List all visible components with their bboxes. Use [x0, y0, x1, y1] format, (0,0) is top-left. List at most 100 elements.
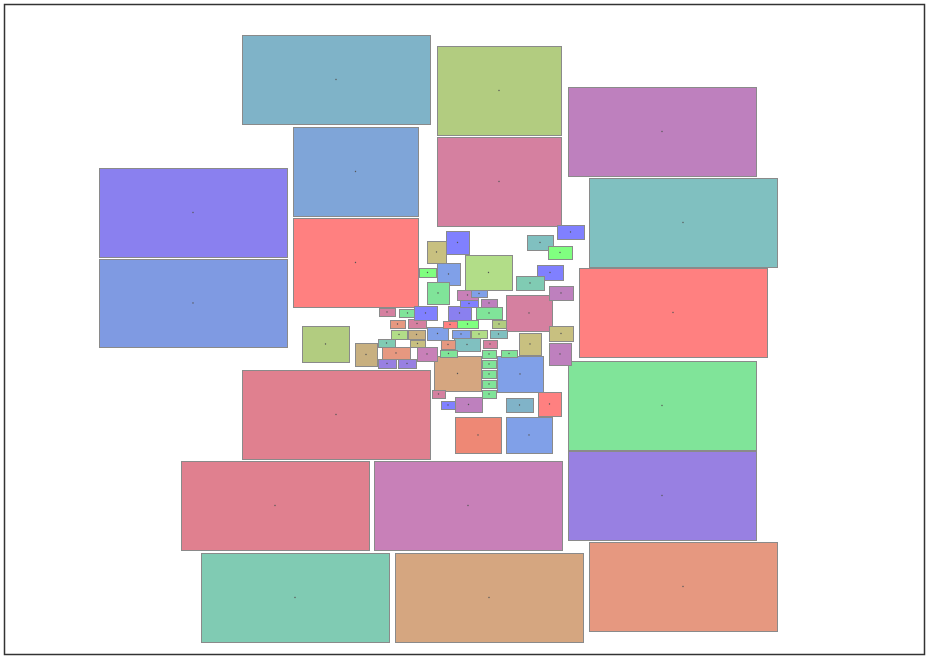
center-dot	[497, 333, 500, 335]
center-dot	[539, 241, 541, 244]
center-dot	[456, 372, 459, 375]
center-dot	[661, 130, 663, 133]
packed-rect	[482, 350, 497, 359]
center-dot	[559, 353, 561, 355]
center-dot	[529, 282, 531, 284]
center-dot	[456, 241, 459, 244]
center-dot	[488, 353, 490, 355]
packed-rect	[391, 330, 408, 340]
packed-rect	[549, 343, 572, 366]
packed-rect	[492, 320, 507, 329]
packed-rect	[460, 300, 479, 308]
packed-rect	[414, 306, 438, 321]
packed-rect	[497, 356, 544, 393]
center-dot	[406, 362, 408, 365]
packed-rect	[527, 235, 554, 251]
packed-rect	[452, 330, 471, 339]
packed-rect	[457, 320, 479, 329]
center-dot	[192, 302, 194, 304]
center-dot	[661, 494, 663, 497]
center-dot	[396, 323, 399, 325]
center-dot	[458, 312, 461, 314]
center-dot	[335, 413, 337, 416]
center-dot	[447, 343, 449, 346]
center-dot	[466, 343, 468, 346]
packed-rect	[454, 338, 481, 352]
packed-rect	[448, 306, 472, 321]
center-dot	[508, 352, 510, 355]
center-dot	[528, 312, 530, 314]
packed-rect	[506, 417, 553, 454]
center-dot	[466, 323, 469, 325]
center-dot	[398, 333, 400, 336]
center-dot	[406, 312, 409, 314]
center-dot	[488, 312, 490, 314]
center-dot	[436, 332, 439, 335]
packed-rect	[374, 461, 563, 551]
center-dot	[386, 362, 388, 365]
center-dot	[192, 211, 194, 214]
center-dot	[682, 221, 684, 224]
center-dot	[395, 352, 397, 354]
packed-rect	[516, 276, 545, 291]
packed-rect	[440, 350, 458, 358]
packed-rect	[437, 137, 562, 227]
packed-rect	[589, 542, 778, 632]
packed-rect	[379, 308, 396, 317]
packed-rect	[437, 46, 562, 136]
packed-rect	[293, 218, 419, 308]
packed-rect	[455, 417, 502, 454]
packed-rect	[589, 178, 778, 268]
packed-rect	[293, 127, 419, 217]
packed-rect	[506, 295, 553, 332]
packed-rect	[548, 246, 573, 260]
center-dot	[385, 342, 388, 344]
center-dot	[324, 343, 327, 345]
packed-rect	[557, 225, 585, 240]
packed-rect	[482, 380, 497, 389]
center-dot	[548, 403, 551, 405]
center-dot	[365, 353, 367, 356]
packed-rect	[446, 231, 470, 255]
center-dot	[488, 302, 490, 304]
center-dot	[435, 251, 438, 253]
packed-rect	[201, 553, 390, 643]
center-dot	[488, 373, 490, 375]
center-dot	[386, 311, 388, 313]
center-dot	[519, 373, 521, 375]
center-dot	[416, 322, 418, 325]
packed-rect	[482, 360, 497, 369]
packed-rect	[390, 320, 406, 329]
center-dot	[447, 352, 450, 355]
packed-rect	[427, 241, 447, 264]
packed-rect	[432, 390, 446, 399]
packed-rect	[476, 307, 503, 320]
center-dot	[559, 251, 561, 254]
packed-rect	[482, 390, 497, 399]
center-dot	[661, 404, 663, 407]
packed-rect	[443, 321, 458, 329]
center-dot	[528, 434, 530, 436]
center-dot	[478, 333, 480, 335]
center-dot	[468, 302, 470, 305]
packed-rect	[408, 330, 426, 340]
packed-rect	[579, 268, 768, 358]
packed-rect	[455, 397, 483, 413]
packed-rect	[465, 255, 513, 291]
center-dot	[274, 504, 276, 507]
packed-rect	[441, 340, 456, 350]
center-dot	[569, 231, 572, 233]
center-dot	[488, 596, 490, 599]
packed-rect	[378, 359, 397, 369]
center-dot	[498, 323, 500, 325]
center-dot	[449, 323, 451, 326]
packed-rect	[417, 347, 438, 362]
center-dot	[488, 363, 490, 365]
center-dot	[672, 311, 674, 314]
packed-rect	[399, 309, 417, 318]
center-dot	[447, 404, 449, 406]
packed-rect	[242, 35, 431, 125]
center-dot	[460, 333, 462, 335]
packed-rect	[99, 259, 288, 348]
